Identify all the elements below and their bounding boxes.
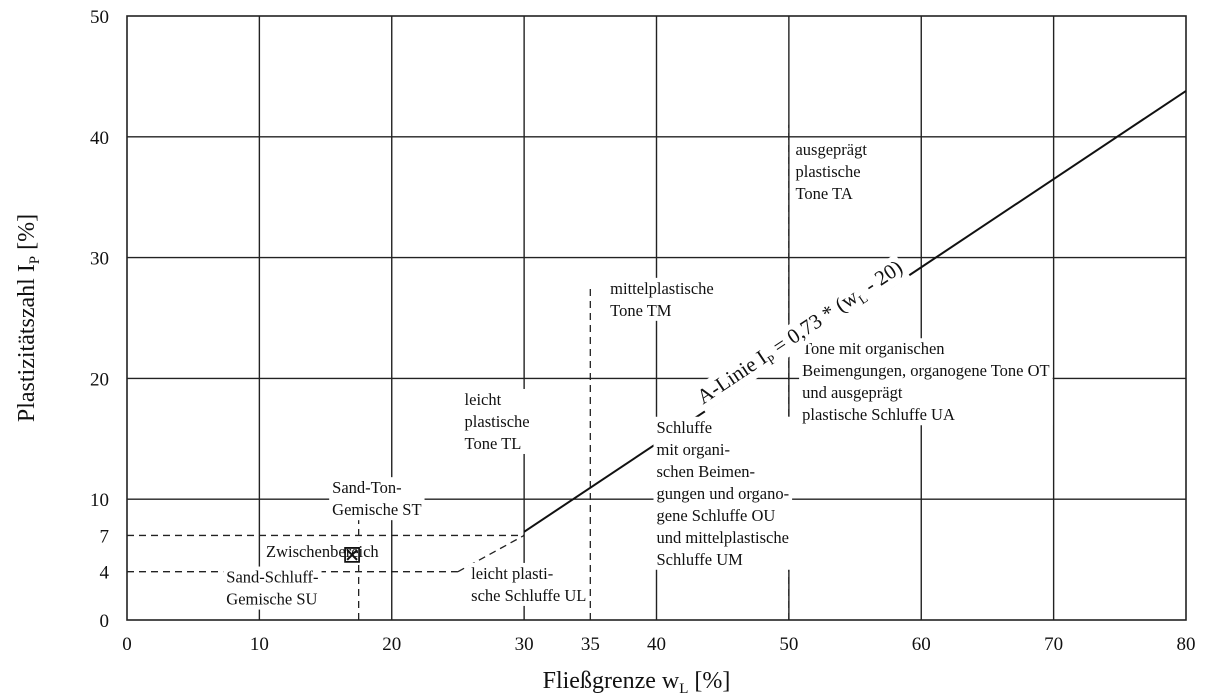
- region-label-background: [607, 277, 717, 321]
- x-tick-label: 30: [515, 634, 534, 655]
- y-axis-title: Plastizitätszahl IP [%]: [14, 214, 43, 422]
- region-label: Zwischenbereich: [262, 541, 383, 563]
- region-label-line: plastische Schluffe UA: [802, 405, 955, 424]
- region-label-line: schen Beimen-: [657, 462, 756, 481]
- region-label-line: Sand-Schluff-: [226, 568, 318, 587]
- region-label-line: Sand-Ton-: [332, 478, 401, 497]
- x-tick-label: 80: [1177, 634, 1196, 655]
- region-label-line: und mittelplastische: [657, 528, 789, 547]
- region-label-line: ausgeprägt: [795, 140, 867, 159]
- region-label-background: [223, 566, 322, 610]
- region-label: Schluffe mit organi-schen Beimen-gungen u…: [653, 416, 793, 570]
- region-label-line: mittelplastische: [610, 279, 714, 298]
- y-tick-label: 20: [90, 369, 109, 390]
- region-label: leicht plastische Tone TL: [461, 388, 533, 454]
- y-tick-label: 10: [90, 490, 109, 511]
- region-label-line: sche Schluffe UL: [471, 586, 586, 605]
- region-label-line: mit organi-: [657, 440, 730, 459]
- a-line-label-background: [690, 253, 911, 413]
- x-tick-label: 40: [647, 634, 666, 655]
- region-label-line: Zwischenbereich: [266, 542, 379, 561]
- x-tick-label: 10: [250, 634, 269, 655]
- region-label-line: plastische: [465, 412, 530, 431]
- sample-marker: ⊠: [342, 541, 362, 569]
- x-tick-label: 35: [581, 634, 600, 655]
- region-label-line: leicht plasti-: [471, 564, 553, 583]
- y-tick-label: 30: [90, 249, 109, 270]
- region-label-line: gene Schluffe OU: [657, 506, 776, 525]
- region-label-line: leicht: [465, 390, 502, 409]
- region-label-line: Schluffe: [657, 418, 713, 437]
- region-label: leicht plasti-sche Schluffe UL: [468, 562, 590, 606]
- region-label: Sand-Ton- Gemische ST: [329, 477, 425, 521]
- region-label: Sand-Schluff- Gemische SU: [223, 566, 322, 610]
- y-tick-label: 40: [90, 128, 109, 149]
- region-label-line: Beimengungen, organogene Tone OT: [802, 361, 1050, 380]
- region-label-line: Schluffe UM: [657, 550, 744, 569]
- x-tick-label: 20: [382, 634, 401, 655]
- y-tick-label: 7: [100, 526, 110, 547]
- region-label-line: gungen und organo-: [657, 484, 790, 503]
- x-tick-label: 50: [779, 634, 798, 655]
- region-label-line: Tone mit organischen: [802, 339, 944, 358]
- region-label-background: [653, 416, 793, 570]
- region-label: mittelplastische Tone TM: [607, 277, 717, 321]
- region-label-background: [461, 388, 533, 454]
- x-tick-label: 70: [1044, 634, 1063, 655]
- y-tick-label: 0: [100, 611, 110, 632]
- region-label-line: Gemische SU: [226, 590, 317, 609]
- region-label-line: Tone TA: [795, 184, 852, 203]
- region-label: Tone mit organischen Beimengungen, organo…: [799, 338, 1053, 426]
- region-label-line: Tone TL: [465, 434, 522, 453]
- region-label-line: plastische: [795, 162, 860, 181]
- region-label-background: [792, 138, 871, 204]
- x-axis-title: Fließgrenze wL [%]: [543, 668, 731, 697]
- region-label-line: Tone TM: [610, 301, 672, 320]
- x-tick-label: 0: [122, 634, 132, 655]
- region-label-line: und ausgeprägt: [802, 383, 903, 402]
- y-tick-label: 50: [90, 7, 109, 28]
- y-tick-label: 4: [100, 563, 110, 584]
- region-label-background: [468, 562, 590, 606]
- region-label: ausgeprägt plastische Tone TA: [792, 138, 871, 204]
- region-label-line: Gemische ST: [332, 500, 421, 519]
- region-label-background: [329, 477, 425, 521]
- x-tick-label: 60: [912, 634, 931, 655]
- region-label-background: [799, 338, 1053, 426]
- region-label-background: [262, 541, 383, 563]
- y-axis-title-group: Plastizitätszahl IP [%]: [14, 214, 43, 422]
